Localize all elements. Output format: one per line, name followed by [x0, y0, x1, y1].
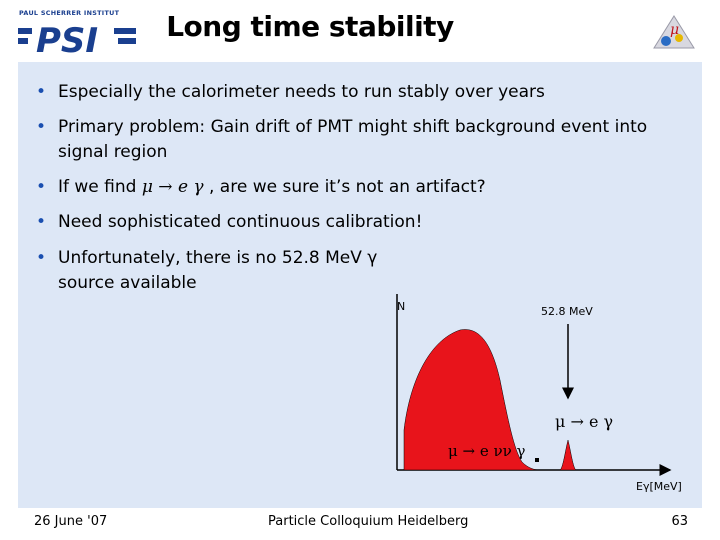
bullet-text: Need sophisticated continuous calibratio… [58, 212, 423, 232]
psi-logo-caption: PAUL SCHERRER INSTITUT [19, 9, 120, 17]
bullet-dot-icon: • [36, 177, 47, 197]
bullet-dot-icon: • [36, 82, 47, 102]
bullet-item-artifact: • If we find μ → e γ , are we sure it’s … [32, 175, 692, 200]
slide-footer: 26 June '07 Particle Colloquium Heidelbe… [0, 510, 720, 540]
bullet-dot-icon: • [36, 248, 47, 268]
psi-logo: PAUL SCHERRER INSTITUT PSI [18, 9, 136, 56]
slide-header: PAUL SCHERRER INSTITUT PSI Long time sta… [0, 0, 720, 62]
bullet-text: Unfortunately, there is no 52.8 MeV γ so… [58, 248, 378, 293]
page-number: 63 [671, 514, 688, 529]
footer-date: 26 June '07 [34, 514, 108, 529]
bullet-dot-icon: • [36, 117, 47, 137]
psi-logo-text: PSI [36, 21, 98, 56]
bullet-text: If we find [58, 177, 142, 197]
bullet-text: Primary problem: Gain drift of PMT might… [58, 117, 648, 162]
bullet-text: , are we sure it’s not an artifact? [203, 177, 486, 197]
bullet-item-no-source: • Unfortunately, there is no 52.8 MeV γ … [32, 246, 398, 296]
bullet-item-gain-drift: • Primary problem: Gain drift of PMT mig… [32, 115, 692, 165]
bullet-item-calibration: • Need sophisticated continuous calibrat… [32, 210, 692, 235]
decay-formula: μ → e γ [141, 177, 204, 197]
slide-content: • Especially the calorimeter needs to ru… [18, 62, 702, 508]
footer-event: Particle Colloquium Heidelberg [268, 514, 469, 529]
meg-logo: μ [653, 15, 695, 49]
bullet-text: Especially the calorimeter needs to run … [58, 82, 545, 102]
bullet-list: • Especially the calorimeter needs to ru… [32, 80, 692, 296]
svg-text:μ: μ [670, 22, 679, 38]
bullet-dot-icon: • [36, 212, 47, 232]
slide-title: Long time stability [166, 10, 454, 43]
bullet-item-calorimeter: • Especially the calorimeter needs to ru… [32, 80, 692, 105]
